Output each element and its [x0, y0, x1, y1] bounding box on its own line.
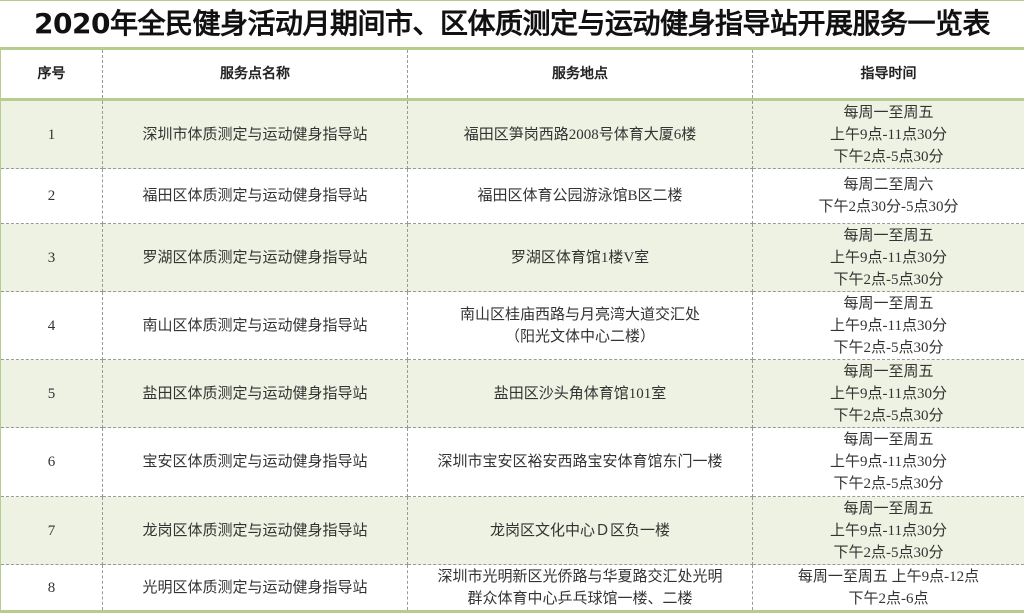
cell-time-line: 每周一至周五 — [753, 429, 1024, 451]
cell-name: 光明区体质测定与运动健身指导站 — [103, 565, 408, 612]
cell-time-line: 每周一至周五 — [753, 225, 1024, 247]
cell-time-line: 上午9点-11点30分 — [753, 520, 1024, 542]
cell-location: 罗湖区体育馆1楼V室 — [408, 224, 753, 292]
cell-time-line: 上午9点-11点30分 — [753, 124, 1024, 146]
cell-time-line: 每周一至周五 — [753, 293, 1024, 315]
cell-time-line: 下午2点-5点30分 — [753, 269, 1024, 291]
cell-time: 每周一至周五上午9点-11点30分下午2点-5点30分 — [753, 292, 1024, 360]
cell-time: 每周一至周五上午9点-11点30分下午2点-5点30分 — [753, 497, 1024, 565]
cell-location-line: 罗湖区体育馆1楼V室 — [408, 247, 752, 269]
page-title: 2020年全民健身活动月期间市、区体质测定与运动健身指导站开展服务一览表 — [0, 0, 1024, 50]
cell-location: 南山区桂庙西路与月亮湾大道交汇处（阳光文体中心二楼） — [408, 292, 753, 360]
cell-location-line: 深圳市宝安区裕安西路宝安体育馆东门一楼 — [408, 451, 752, 473]
header-location: 服务地点 — [408, 50, 753, 100]
cell-location-line: 福田区笋岗西路2008号体育大厦6楼 — [408, 124, 752, 146]
cell-time-line: 下午2点-5点30分 — [753, 146, 1024, 168]
header-name: 服务点名称 — [103, 50, 408, 100]
cell-time-line: 每周二至周六 — [753, 174, 1024, 196]
cell-time: 每周一至周五上午9点-11点30分下午2点-5点30分 — [753, 224, 1024, 292]
cell-location: 深圳市光明新区光侨路与华夏路交汇处光明群众体育中心乒乓球馆一楼、二楼 — [408, 565, 753, 612]
cell-time: 每周一至周五上午9点-11点30分下午2点-5点30分 — [753, 100, 1024, 169]
cell-time: 每周二至周六下午2点30分-5点30分 — [753, 169, 1024, 224]
cell-time-line: 每周一至周五 — [753, 361, 1024, 383]
cell-no: 3 — [1, 224, 103, 292]
cell-name: 宝安区体质测定与运动健身指导站 — [103, 428, 408, 497]
cell-time-line: 下午2点-5点30分 — [753, 405, 1024, 427]
cell-time: 每周一至周五上午9点-11点30分下午2点-5点30分 — [753, 428, 1024, 497]
cell-name: 罗湖区体质测定与运动健身指导站 — [103, 224, 408, 292]
cell-time-line: 上午9点-11点30分 — [753, 247, 1024, 269]
cell-time-line: 上午9点-11点30分 — [753, 451, 1024, 473]
cell-no: 2 — [1, 169, 103, 224]
cell-no: 5 — [1, 360, 103, 428]
cell-location: 福田区体育公园游泳馆B区二楼 — [408, 169, 753, 224]
cell-time: 每周一至周五上午9点-11点30分下午2点-5点30分 — [753, 360, 1024, 428]
cell-location-line: 福田区体育公园游泳馆B区二楼 — [408, 185, 752, 207]
cell-name: 龙岗区体质测定与运动健身指导站 — [103, 497, 408, 565]
cell-name: 深圳市体质测定与运动健身指导站 — [103, 100, 408, 169]
cell-time-line: 下午2点-5点30分 — [753, 473, 1024, 495]
cell-location-line: 深圳市光明新区光侨路与华夏路交汇处光明 — [408, 566, 752, 588]
cell-location-line: 龙岗区文化中心Ｄ区负一楼 — [408, 520, 752, 542]
cell-location: 深圳市宝安区裕安西路宝安体育馆东门一楼 — [408, 428, 753, 497]
cell-location-line: （阳光文体中心二楼） — [408, 326, 752, 348]
cell-no: 1 — [1, 100, 103, 169]
cell-name: 盐田区体质测定与运动健身指导站 — [103, 360, 408, 428]
header-no: 序号 — [1, 50, 103, 100]
header-time: 指导时间 — [753, 50, 1024, 100]
cell-time-line: 每周一至周五 — [753, 498, 1024, 520]
cell-no: 6 — [1, 428, 103, 497]
cell-location-line: 盐田区沙头角体育馆101室 — [408, 383, 752, 405]
cell-time: 每周一至周五 上午9点-12点下午2点-6点 — [753, 565, 1024, 612]
cell-time-line: 上午9点-11点30分 — [753, 315, 1024, 337]
cell-time-line: 每周一至周五 — [753, 102, 1024, 124]
cell-location: 福田区笋岗西路2008号体育大厦6楼 — [408, 100, 753, 169]
cell-no: 4 — [1, 292, 103, 360]
cell-time-line: 上午9点-11点30分 — [753, 383, 1024, 405]
cell-time-line: 每周一至周五 上午9点-12点 — [753, 566, 1024, 588]
cell-time-line: 下午2点30分-5点30分 — [753, 196, 1024, 218]
cell-location-line: 群众体育中心乒乓球馆一楼、二楼 — [408, 588, 752, 610]
cell-time-line: 下午2点-6点 — [753, 588, 1024, 610]
cell-location-line: 南山区桂庙西路与月亮湾大道交汇处 — [408, 304, 752, 326]
table-header-row: 序号 服务点名称 服务地点 指导时间 — [1, 50, 1024, 100]
cell-location: 盐田区沙头角体育馆101室 — [408, 360, 753, 428]
cell-time-line: 下午2点-5点30分 — [753, 542, 1024, 564]
cell-no: 8 — [1, 565, 103, 612]
cell-name: 南山区体质测定与运动健身指导站 — [103, 292, 408, 360]
cell-location: 龙岗区文化中心Ｄ区负一楼 — [408, 497, 753, 565]
cell-no: 7 — [1, 497, 103, 565]
cell-name: 福田区体质测定与运动健身指导站 — [103, 169, 408, 224]
cell-time-line: 下午2点-5点30分 — [753, 337, 1024, 359]
